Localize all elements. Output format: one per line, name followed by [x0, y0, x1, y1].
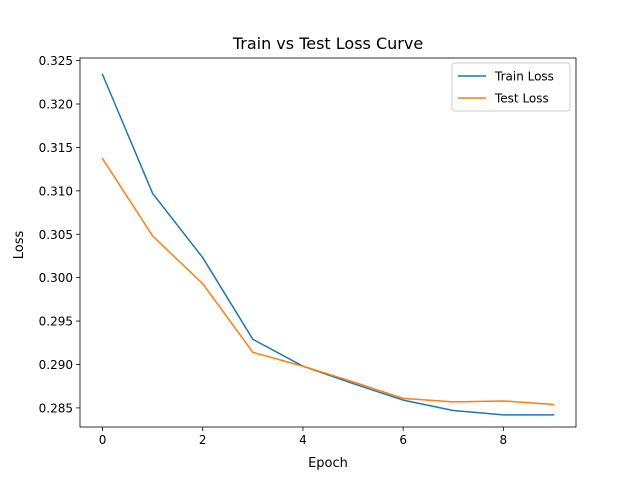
plot-background — [80, 58, 576, 427]
axes-layer: 0 2 4 6 8 0.285 0.290 0.295 0.300 0.305 0.310 0.315… — [39, 54, 577, 447]
series-line-train-loss — [101, 73, 555, 416]
y-axis-label: Loss — [12, 231, 27, 260]
y-tick-label: 0.320 — [39, 98, 73, 112]
legend-box — [451, 62, 571, 112]
y-tick-label: 0.290 — [39, 358, 73, 372]
legend: Train Loss Test Loss — [451, 62, 571, 112]
y-tick-label: 0.295 — [39, 315, 73, 329]
x-tick-label: 6 — [399, 433, 407, 447]
y-tick-label: 0.325 — [39, 54, 73, 68]
y-tick-label: 0.315 — [39, 141, 73, 155]
x-tick-label: 8 — [500, 433, 508, 447]
x-axis-label: Epoch — [308, 456, 348, 471]
x-tick-label: 0 — [99, 433, 107, 447]
x-tick-label: 2 — [199, 433, 207, 447]
plot-area — [80, 58, 576, 427]
legend-label: Test Loss — [494, 92, 549, 106]
legend-label: Train Loss — [494, 70, 554, 84]
series-line-test-loss — [101, 157, 555, 406]
y-tick-label: 0.310 — [39, 184, 73, 198]
axes-frame — [79, 57, 577, 428]
y-tick-label: 0.300 — [39, 271, 73, 285]
y-tick-label: 0.285 — [39, 401, 73, 415]
y-tick-label: 0.305 — [39, 228, 73, 242]
series-layer — [101, 73, 555, 416]
chart-title: Train vs Test Loss Curve — [232, 34, 423, 53]
x-tick-label: 4 — [299, 433, 307, 447]
